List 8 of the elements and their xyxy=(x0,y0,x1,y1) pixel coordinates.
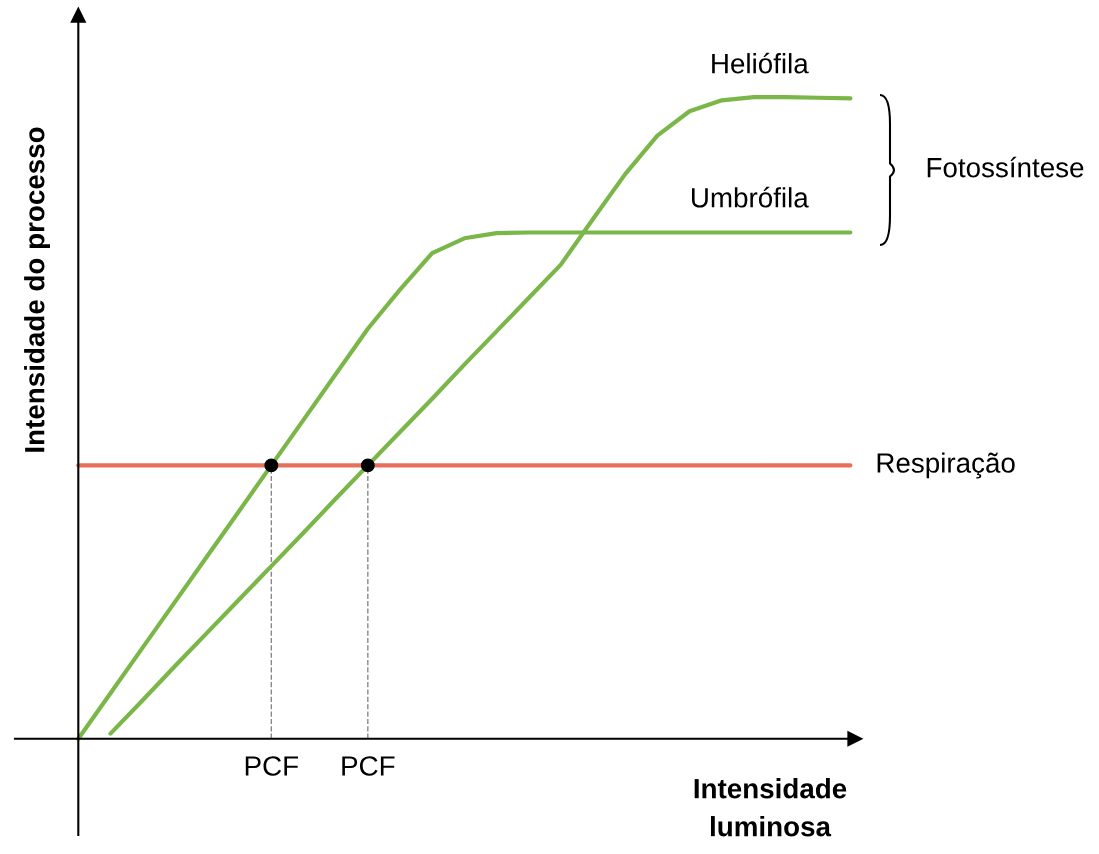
x-tick-label: PCF xyxy=(245,756,298,776)
y-axis-title: Intensidade do processo xyxy=(24,127,50,452)
series-label: Heliófila xyxy=(712,52,809,74)
x-axis-title: Intensidade luminosa xyxy=(694,778,847,837)
series-label: Respiração xyxy=(877,452,1015,479)
text: Fotossíntese xyxy=(927,156,1084,178)
x-tick-label: PCF xyxy=(342,756,395,776)
series-label: Umbrófila xyxy=(692,186,809,208)
